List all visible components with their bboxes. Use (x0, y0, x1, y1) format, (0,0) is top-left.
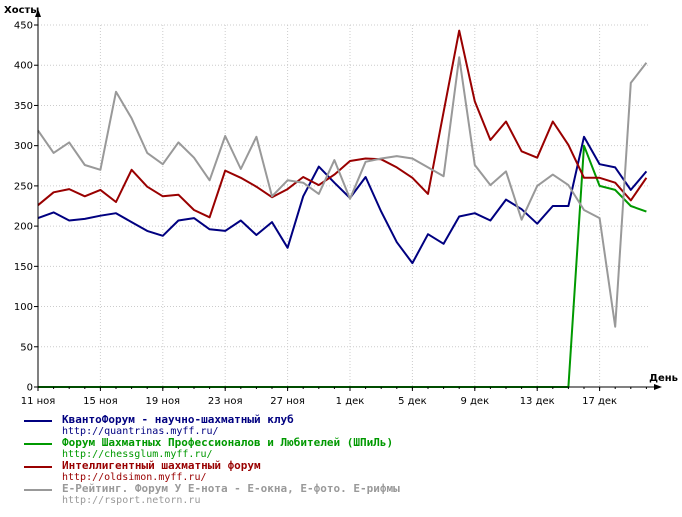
x-tick-label: 15 ноя (83, 396, 118, 407)
chart-series-layer (37, 29, 648, 388)
legend-entry-2: Форум Шахматных Профессионалов и Любител… (24, 436, 674, 460)
y-tick-label: 0 (27, 383, 33, 394)
y-tick-label: 50 (20, 342, 33, 353)
legend-entry-1: КвантоФорум - научно-шахматный клуб http:… (24, 413, 674, 437)
y-tick-label: 450 (14, 21, 33, 32)
legend-series-name: КвантоФорум - научно-шахматный клуб (62, 413, 294, 426)
legend-swatch (24, 443, 52, 445)
chart-legend: КвантоФорум - научно-шахматный клуб http:… (24, 413, 674, 506)
chart-axes: 0 50 100 150 200 250 300 350 400 450 11 ноя 15 ноя 1… (14, 9, 662, 407)
y-tick-label: 300 (14, 141, 33, 152)
x-axis-label: День (649, 373, 678, 384)
x-tick-label: 19 ноя (146, 396, 181, 407)
legend-series-url[interactable]: http://chessglum.myff.ru/ (62, 449, 213, 460)
x-tick-label: 13 дек (520, 396, 555, 407)
legend-swatch (24, 420, 52, 422)
y-axis-arrow (35, 9, 41, 17)
series-line-4 (37, 56, 648, 328)
y-tick-label: 150 (14, 262, 33, 273)
legend-series-url[interactable]: http://quantrinas.myff.ru/ (62, 426, 219, 437)
y-tick-label: 250 (14, 181, 33, 192)
legend-series-name: Интеллигентный шахматный форум (62, 459, 261, 472)
y-tick-label: 100 (14, 302, 33, 313)
y-tick-label: 200 (14, 222, 33, 233)
x-tick-label: 1 дек (336, 396, 365, 407)
y-tick-label: 400 (14, 61, 33, 72)
x-tick-label: 5 дек (398, 396, 427, 407)
x-axis-arrow (654, 384, 662, 390)
y-tick-label: 350 (14, 101, 33, 112)
x-tick-label: 23 ноя (208, 396, 243, 407)
legend-entry-3: Интеллигентный шахматный форум http://old… (24, 459, 674, 483)
legend-series-url[interactable]: http://oldsimon.myff.ru/ (62, 472, 207, 483)
series-line-1 (37, 135, 648, 265)
x-tick-label: 17 дек (582, 396, 617, 407)
series-line-3 (37, 29, 648, 219)
x-tick-label: 9 дек (460, 396, 489, 407)
legend-series-name: Е-Рейтинг. Форум У Е-нота - Е-окна, Е-фо… (62, 482, 400, 495)
y-axis-label: Хосты (4, 5, 39, 16)
legend-swatch (24, 466, 52, 468)
x-tick-label: 11 ноя (21, 396, 56, 407)
legend-series-name: Форум Шахматных Профессионалов и Любител… (62, 436, 394, 449)
legend-entry-4: Е-Рейтинг. Форум У Е-нота - Е-окна, Е-фо… (24, 482, 674, 506)
x-tick-label: 27 ноя (270, 396, 305, 407)
legend-series-url[interactable]: http://rsport.netorn.ru (62, 495, 201, 506)
legend-swatch (24, 489, 52, 491)
